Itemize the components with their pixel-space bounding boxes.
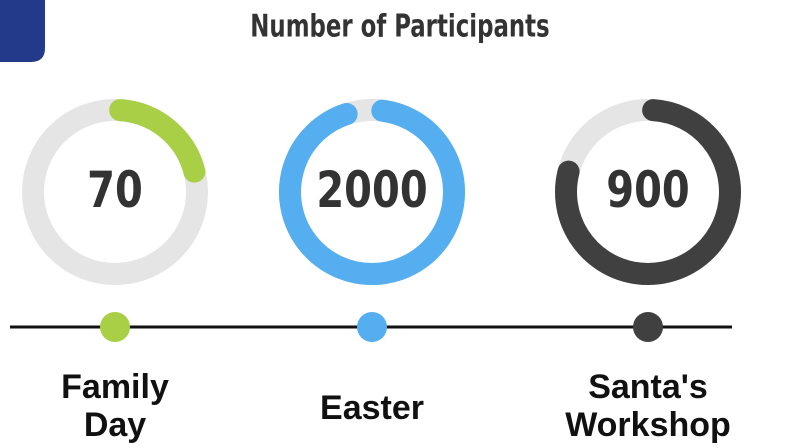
category-label: Family Day — [61, 368, 169, 444]
corner-tab — [0, 0, 45, 62]
gauge-value: 70 — [87, 161, 143, 220]
category-label: Easter — [320, 389, 424, 427]
category-label: Santa's Workshop — [565, 368, 731, 444]
gauge-value: 900 — [606, 161, 689, 220]
timeline-dot — [633, 312, 663, 342]
gauge-arc — [279, 99, 465, 285]
gauge-value: 2000 — [316, 161, 427, 220]
timeline-dot — [357, 312, 387, 342]
chart-title: Number of Participants — [250, 8, 549, 44]
gauge-arc — [555, 99, 741, 285]
timeline-dot — [100, 312, 130, 342]
gauge-arc — [109, 99, 206, 183]
